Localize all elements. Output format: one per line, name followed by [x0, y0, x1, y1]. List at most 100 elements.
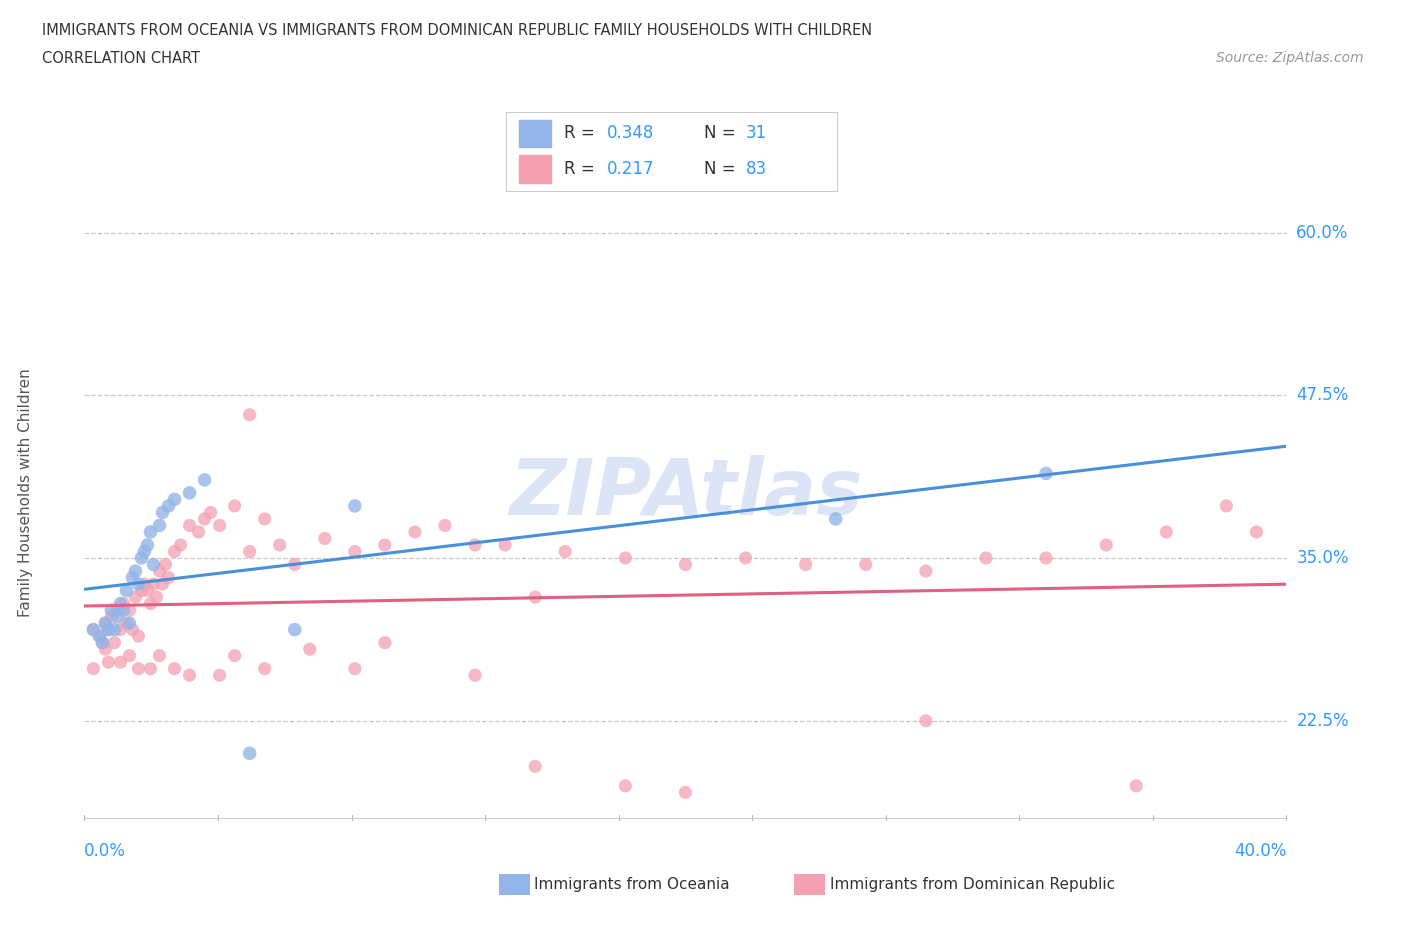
Point: [163, 661, 186, 676]
Point: [127, 661, 149, 676]
Point: [152, 577, 174, 591]
Point: [974, 551, 997, 565]
Point: [118, 648, 141, 663]
Text: Immigrants from Oceania: Immigrants from Oceania: [534, 877, 730, 892]
Text: N =: N =: [704, 125, 741, 142]
Point: [148, 564, 170, 578]
Point: [82, 661, 104, 676]
Point: [91, 635, 114, 650]
Text: 0.348: 0.348: [607, 125, 654, 142]
Point: [124, 590, 146, 604]
Point: [554, 544, 576, 559]
Point: [112, 596, 135, 611]
Point: [298, 642, 321, 657]
Text: 40.0%: 40.0%: [1234, 842, 1286, 860]
Point: [915, 564, 938, 578]
Point: [915, 713, 938, 728]
Point: [89, 629, 111, 644]
Point: [112, 603, 135, 618]
Point: [163, 492, 186, 507]
Point: [675, 785, 697, 800]
Point: [118, 603, 141, 618]
Point: [139, 596, 162, 611]
Point: [179, 518, 201, 533]
Point: [134, 577, 156, 591]
Point: [82, 622, 104, 637]
Text: 83: 83: [745, 160, 766, 178]
Point: [127, 629, 149, 644]
Point: [100, 609, 122, 624]
Point: [374, 538, 396, 552]
Point: [91, 635, 114, 650]
Point: [374, 635, 396, 650]
Point: [145, 590, 167, 604]
Point: [94, 616, 117, 631]
Point: [103, 635, 125, 650]
Point: [343, 498, 366, 513]
Point: [124, 564, 146, 578]
Text: R =: R =: [564, 125, 600, 142]
Point: [855, 557, 877, 572]
Point: [97, 655, 120, 670]
Point: [269, 538, 291, 552]
Point: [224, 498, 246, 513]
Point: [284, 622, 307, 637]
Point: [1035, 466, 1057, 481]
Point: [127, 577, 149, 591]
Point: [794, 557, 817, 572]
Point: [524, 590, 547, 604]
Point: [434, 518, 457, 533]
Point: [208, 518, 231, 533]
Point: [614, 551, 637, 565]
Point: [110, 655, 132, 670]
Point: [142, 557, 165, 572]
Point: [208, 668, 231, 683]
Point: [97, 622, 120, 637]
Point: [139, 661, 162, 676]
Point: [179, 485, 201, 500]
Text: ZIPAtlas: ZIPAtlas: [509, 455, 862, 531]
Point: [148, 518, 170, 533]
Point: [134, 544, 156, 559]
Point: [157, 498, 180, 513]
Point: [115, 583, 138, 598]
Point: [524, 759, 547, 774]
Point: [155, 557, 177, 572]
Point: [194, 512, 217, 526]
Text: Source: ZipAtlas.com: Source: ZipAtlas.com: [1216, 51, 1364, 65]
Point: [1095, 538, 1118, 552]
Bar: [519, 120, 551, 147]
Point: [1035, 551, 1057, 565]
Point: [148, 648, 170, 663]
Point: [284, 557, 307, 572]
Point: [343, 661, 366, 676]
Point: [734, 551, 756, 565]
Point: [239, 544, 262, 559]
Point: [131, 551, 153, 565]
Point: [107, 603, 129, 618]
Point: [614, 778, 637, 793]
Point: [152, 505, 174, 520]
Point: [121, 622, 143, 637]
Point: [136, 583, 159, 598]
Point: [107, 609, 129, 624]
Point: [1156, 525, 1178, 539]
Point: [139, 525, 162, 539]
Point: [1246, 525, 1268, 539]
Point: [136, 538, 159, 552]
Point: [675, 557, 697, 572]
Point: [404, 525, 426, 539]
Point: [187, 525, 209, 539]
Point: [169, 538, 191, 552]
Point: [194, 472, 217, 487]
Point: [100, 603, 122, 618]
Point: [131, 583, 153, 598]
Text: 0.0%: 0.0%: [84, 842, 127, 860]
Point: [89, 629, 111, 644]
Point: [200, 505, 222, 520]
Point: [1215, 498, 1237, 513]
Point: [494, 538, 516, 552]
Point: [253, 661, 276, 676]
Point: [157, 570, 180, 585]
Text: Family Households with Children: Family Households with Children: [18, 368, 32, 618]
